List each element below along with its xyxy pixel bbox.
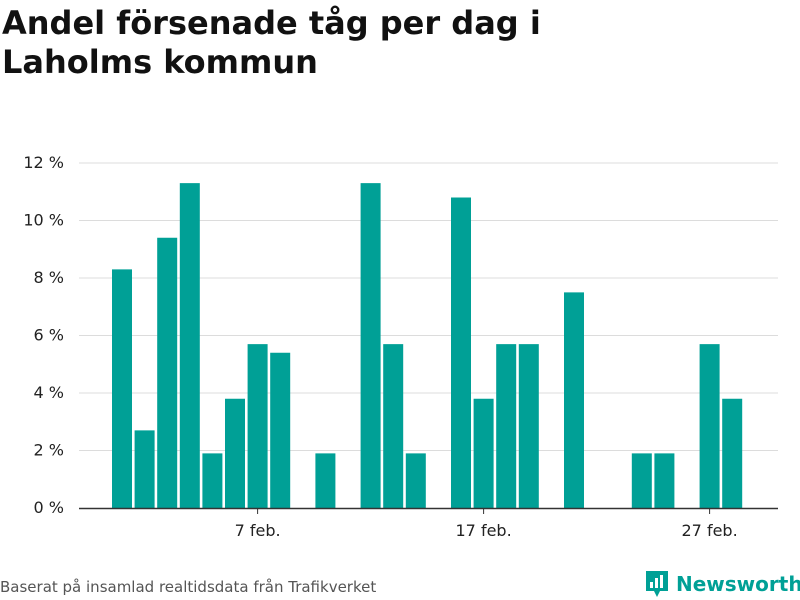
x-tick-labels: 7 feb. 17 feb. 27 feb.	[235, 521, 738, 540]
bar	[225, 398, 245, 508]
y-tick-labels: 0 % 2 % 4 % 6 % 8 % 10 % 12 %	[23, 153, 64, 517]
chart-title: Andel försenade tåg per dag i Laholms ko…	[2, 4, 541, 81]
bar	[383, 344, 404, 508]
bar	[699, 344, 720, 508]
bar	[270, 352, 291, 508]
x-axis	[79, 507, 778, 514]
x-tick-label: 27 feb.	[682, 521, 738, 540]
bar	[360, 183, 381, 508]
bar	[496, 344, 517, 508]
bars	[112, 183, 743, 508]
x-tick-label: 7 feb.	[235, 521, 281, 540]
bar	[315, 453, 336, 508]
bar	[654, 453, 675, 508]
bar	[564, 292, 584, 508]
bar	[157, 237, 178, 508]
brand-name: Newsworthy	[676, 572, 800, 596]
y-tick-label: 10 %	[23, 211, 64, 230]
bar	[518, 344, 539, 508]
x-tick-label: 17 feb.	[456, 521, 512, 540]
source-note: Baserat på insamlad realtidsdata från Tr…	[0, 578, 377, 596]
y-tick-label: 8 %	[34, 268, 64, 287]
bar	[451, 197, 471, 508]
bar	[247, 344, 268, 508]
bar	[134, 430, 155, 508]
bar	[202, 453, 223, 508]
bar	[631, 453, 652, 508]
bar	[405, 453, 426, 508]
bar-chart: 0 % 2 % 4 % 6 % 8 % 10 % 12 % 7 feb. 17 feb. 27 …	[23, 153, 778, 540]
bar	[112, 269, 132, 508]
bar	[179, 183, 200, 508]
bar	[473, 398, 494, 508]
brand-logo: Newsworthy	[644, 568, 800, 600]
y-tick-label: 0 %	[34, 498, 64, 517]
y-tick-label: 4 %	[34, 383, 64, 402]
y-tick-label: 2 %	[34, 441, 64, 460]
newsworthy-icon	[646, 571, 668, 597]
y-tick-label: 6 %	[34, 326, 64, 345]
bar	[722, 398, 743, 508]
y-tick-label: 12 %	[23, 153, 64, 172]
